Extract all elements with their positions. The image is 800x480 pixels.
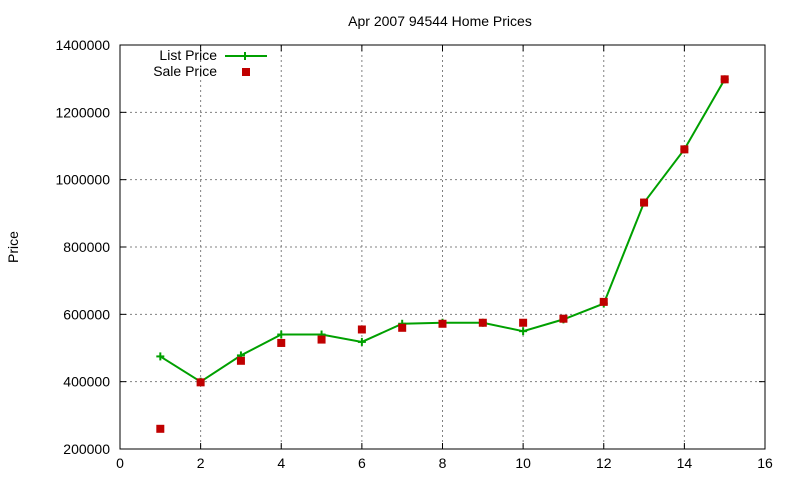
grid [119, 44, 766, 450]
sale-price-point [519, 318, 528, 327]
sale-price-point [680, 145, 689, 154]
x-tick-label: 0 [116, 455, 124, 471]
x-tick-label: 10 [515, 455, 531, 471]
sale-price-point [720, 75, 729, 84]
legend-sale-price-square-marker [242, 68, 250, 76]
legend-list-price-label: List Price [159, 47, 217, 63]
y-tick-label: 1400000 [55, 37, 110, 53]
sale-price-point [236, 356, 245, 365]
y-tick-label: 1000000 [55, 172, 110, 188]
sale-price-point [640, 198, 649, 207]
list-price-point [357, 337, 366, 346]
x-tick-label: 4 [277, 455, 285, 471]
x-tick-label: 14 [677, 455, 693, 471]
tick-layer [119, 44, 766, 450]
sale-price-point [196, 378, 205, 387]
x-tick-label: 16 [757, 455, 773, 471]
chart-title: Apr 2007 94544 Home Prices [348, 13, 532, 29]
sale-price-point [398, 323, 407, 332]
y-tick-labels: 200000 400000 600000 800000 1000000 1200000 14… [55, 37, 110, 457]
sale-price-point [438, 319, 447, 328]
legend-sale-price-label: Sale Price [153, 63, 217, 79]
sale-price-point [317, 335, 326, 344]
list-price-point [277, 330, 286, 339]
sale-price-point [156, 424, 165, 433]
y-tick-label: 400000 [63, 374, 110, 390]
sale-price-point [277, 338, 286, 347]
y-tick-label: 800000 [63, 239, 110, 255]
x-tick-label: 6 [358, 455, 366, 471]
y-tick-label: 200000 [63, 441, 110, 457]
sale-price-point [478, 318, 487, 327]
sale-price-point [357, 325, 366, 334]
sale-price-point [599, 297, 608, 306]
y-tick-label: 600000 [63, 306, 110, 322]
sale-price-point [559, 314, 568, 323]
list-price-point [156, 352, 165, 361]
x-tick-label: 2 [197, 455, 205, 471]
list-price-point [519, 327, 528, 336]
legend: List Price Sale Price [153, 47, 267, 79]
legend-list-price-plus-marker [241, 52, 249, 60]
y-axis-label: Price [5, 231, 21, 263]
sale-price-series [156, 75, 729, 433]
x-tick-label: 12 [596, 455, 612, 471]
x-tick-labels: 0 2 4 6 8 10 12 14 16 [116, 455, 773, 471]
y-tick-label: 1200000 [55, 104, 110, 120]
x-tick-label: 8 [439, 455, 447, 471]
